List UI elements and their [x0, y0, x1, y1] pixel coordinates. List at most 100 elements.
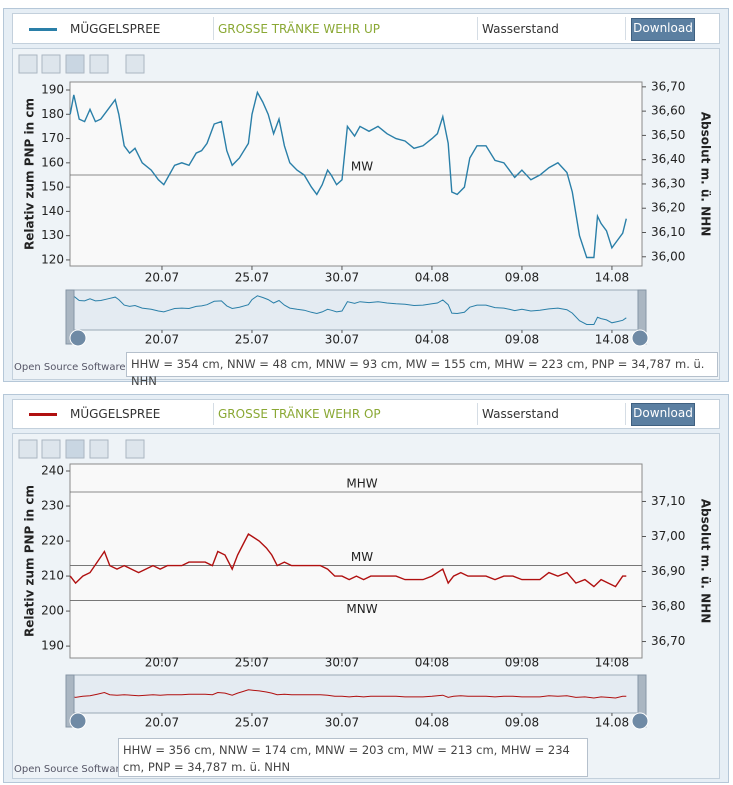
y2-tick-label: 37,10 [651, 494, 685, 508]
y-tick-label: 220 [41, 534, 64, 548]
separator [477, 17, 478, 40]
forward-button[interactable] [41, 439, 61, 459]
series-line [69, 90, 627, 259]
reference-label: MW [351, 550, 373, 564]
y-tick-label: 140 [41, 204, 64, 218]
y-tick-label: 240 [41, 464, 64, 478]
y-axis-label: Relativ zum PNP in cm [23, 98, 37, 250]
y-tick-label: 120 [41, 252, 64, 266]
x-tick-label: 25.07 [235, 271, 269, 285]
navigator-tick-label: 25.07 [235, 333, 269, 347]
panel-header: MÜGGELSPREE GROSSE TRÄNKE WEHR UP Wasser… [12, 13, 720, 44]
y2-axis-label: Absolut m. ü. NHN [699, 499, 713, 623]
y-tick-label: 130 [41, 228, 64, 242]
x-tick-label: 20.07 [145, 271, 179, 285]
navigator-handle [65, 674, 75, 728]
y-axis-label: Relativ zum PNP in cm [23, 485, 37, 637]
navigator-tick-label: 30.07 [325, 716, 359, 730]
zoom-button[interactable] [89, 54, 109, 74]
x-tick-label: 04.08 [415, 271, 449, 285]
navigator-tick-label: 04.08 [415, 333, 449, 347]
download-button[interactable]: Download [631, 403, 695, 426]
pan-button[interactable] [65, 54, 85, 74]
info-box: HHW = 354 cm, NNW = 48 cm, MNW = 93 cm, … [126, 352, 718, 388]
x-tick-label: 20.07 [145, 656, 179, 670]
toolbar [18, 54, 145, 459]
fit-button[interactable] [125, 54, 145, 74]
x-tick-label: 09.08 [505, 271, 539, 285]
y2-tick-label: 36,50 [651, 128, 685, 142]
y-tick-label: 210 [41, 569, 64, 583]
reference-label: MHW [346, 477, 377, 491]
separator [625, 403, 626, 425]
y2-tick-label: 36,30 [651, 176, 685, 190]
legend-label: MÜGGELSPREE [70, 22, 161, 36]
separator [213, 17, 214, 40]
navigator-tick-label: 09.08 [505, 716, 539, 730]
navigator [69, 289, 643, 331]
y2-axis-label: Absolut m. ü. NHN [699, 112, 713, 236]
download-button[interactable]: Download [631, 18, 695, 41]
separator [477, 403, 478, 425]
y2-tick-label: 37,00 [651, 529, 685, 543]
y2-tick-label: 36,80 [651, 599, 685, 613]
station: GROSSE TRÄNKE WEHR OP [218, 407, 381, 421]
navigator-tick-label: 25.07 [235, 716, 269, 730]
navigator-tick-label: 20.07 [145, 333, 179, 347]
fit-button[interactable] [125, 439, 145, 459]
station: GROSSE TRÄNKE WEHR UP [218, 22, 380, 36]
forward-button[interactable] [41, 54, 61, 74]
navigator-tick-label: 14.08 [595, 333, 629, 347]
credit[interactable]: Open Source Software [14, 764, 126, 775]
navigator-tick-label: 14.08 [595, 716, 629, 730]
navigator-tick-label: 09.08 [505, 333, 539, 347]
x-tick-label: 25.07 [235, 656, 269, 670]
separator [213, 403, 214, 425]
legend-label: MÜGGELSPREE [70, 407, 161, 421]
navigator [69, 674, 643, 714]
navigator-tick-label: 20.07 [145, 716, 179, 730]
y-tick-label: 190 [41, 83, 64, 97]
info-box: HHW = 356 cm, NNW = 174 cm, MNW = 203 cm… [118, 738, 588, 777]
y-tick-label: 150 [41, 180, 64, 194]
y2-tick-label: 36,10 [651, 225, 685, 239]
navigator-clock [69, 712, 87, 730]
x-tick-label: 30.07 [325, 656, 359, 670]
credit[interactable]: Open Source Software [14, 362, 126, 373]
back-button[interactable] [18, 54, 38, 74]
zoom-button[interactable] [89, 439, 109, 459]
separator [625, 17, 626, 40]
y2-tick-label: 36,90 [651, 564, 685, 578]
navigator-tick-label: 04.08 [415, 716, 449, 730]
y-tick-label: 180 [41, 107, 64, 121]
reference-label: MW [351, 159, 373, 173]
legend-swatch [29, 28, 57, 31]
x-tick-label: 09.08 [505, 656, 539, 670]
parameter: Wasserstand [482, 22, 559, 36]
series-line [69, 532, 627, 588]
y2-tick-label: 36,20 [651, 201, 685, 215]
navigator-tick-label: 30.07 [325, 333, 359, 347]
plot-area [69, 463, 643, 659]
y-tick-label: 170 [41, 131, 64, 145]
back-button[interactable] [18, 439, 38, 459]
y-tick-label: 190 [41, 639, 64, 653]
panel-header: MÜGGELSPREE GROSSE TRÄNKE WEHR OP Wasser… [12, 399, 720, 429]
parameter: Wasserstand [482, 407, 559, 421]
y2-tick-label: 36,70 [651, 634, 685, 648]
navigator-clock [631, 329, 649, 347]
navigator-handle [65, 289, 75, 345]
reference-label: MNW [346, 602, 377, 616]
y-tick-label: 230 [41, 499, 64, 513]
pan-button[interactable] [65, 439, 85, 459]
y2-tick-label: 36,40 [651, 152, 685, 166]
navigator-clock [69, 329, 87, 347]
navigator-line [70, 689, 627, 699]
y2-tick-label: 36,00 [651, 249, 685, 263]
x-tick-label: 14.08 [595, 271, 629, 285]
navigator-line [69, 295, 627, 325]
x-tick-label: 14.08 [595, 656, 629, 670]
y2-tick-label: 36,70 [651, 79, 685, 93]
y2-tick-label: 36,60 [651, 104, 685, 118]
